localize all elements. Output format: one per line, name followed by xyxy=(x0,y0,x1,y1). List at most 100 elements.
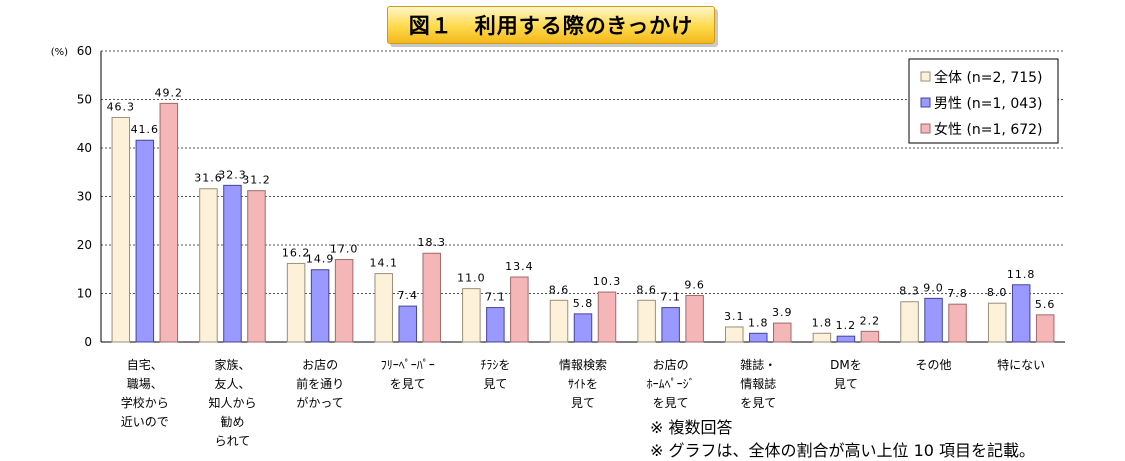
y-axis-unit: (%) xyxy=(51,47,68,58)
data-label: 5.6 xyxy=(1035,298,1056,311)
bar xyxy=(637,299,656,343)
y-tick-label: 0 xyxy=(84,335,92,349)
category-label: 知人から xyxy=(208,396,256,410)
category-label: 自宅、 xyxy=(127,357,163,372)
bar xyxy=(573,313,593,343)
category-label: がかって xyxy=(296,395,343,410)
y-tick-label: 60 xyxy=(77,44,92,58)
category-label: 学校から xyxy=(121,395,169,410)
bar xyxy=(286,262,306,343)
data-label: 1.8 xyxy=(748,316,769,329)
bar xyxy=(199,188,218,343)
y-tick-label: 40 xyxy=(77,141,92,155)
bar xyxy=(948,303,967,343)
bar xyxy=(725,326,744,343)
legend-swatch xyxy=(920,71,931,82)
data-label: 3.9 xyxy=(772,306,793,319)
data-label: 5.8 xyxy=(573,297,594,310)
data-label: 8.6 xyxy=(549,283,570,296)
category-label: 情報検索 xyxy=(559,358,607,372)
y-tick-label: 30 xyxy=(77,190,92,204)
bar xyxy=(486,307,505,343)
data-label: 8.0 xyxy=(987,286,1008,299)
legend-label: 男性 (n=1, 043) xyxy=(934,96,1043,112)
bar xyxy=(310,269,330,343)
category-label: 前を通り xyxy=(296,376,344,391)
category-label: お店の xyxy=(302,358,338,372)
bar xyxy=(812,332,832,343)
category-label: ﾁﾗｼを xyxy=(480,358,510,372)
data-label: 16.2 xyxy=(282,246,311,259)
legend-box xyxy=(908,58,1059,144)
data-label: 31.2 xyxy=(242,174,271,187)
y-tick-label: 20 xyxy=(77,238,92,252)
data-label: 31.6 xyxy=(194,172,223,185)
data-label: 7.4 xyxy=(397,289,418,302)
data-label: 7.1 xyxy=(485,291,506,304)
category-label: を見て xyxy=(390,377,426,391)
data-label: 10.3 xyxy=(593,275,622,288)
category-label: DMを xyxy=(830,358,862,372)
bar xyxy=(987,302,1007,343)
legend-label: 女性 (n=1, 672) xyxy=(934,121,1043,138)
category-label: 職場、 xyxy=(127,377,163,391)
category-label: 近いので xyxy=(121,415,169,429)
data-label: 7.8 xyxy=(947,287,968,300)
bar xyxy=(597,291,617,343)
data-label: 14.1 xyxy=(369,257,398,270)
data-label: 1.8 xyxy=(812,316,833,329)
bar xyxy=(510,276,529,343)
data-label: 3.1 xyxy=(724,310,745,323)
category-label: 特にない xyxy=(997,357,1045,372)
bar xyxy=(900,301,919,343)
category-label: 見て xyxy=(834,377,858,391)
y-tick-label: 10 xyxy=(77,287,92,301)
category-label: 見て xyxy=(483,377,507,391)
data-label: 17.0 xyxy=(330,243,359,256)
legend-swatch xyxy=(920,123,931,134)
bar xyxy=(860,330,880,343)
category-label: ﾌﾘｰﾍﾟｰﾊﾟｰ xyxy=(381,358,435,372)
data-label: 1.2 xyxy=(836,319,857,332)
bar xyxy=(549,299,569,343)
category-label: 友人、 xyxy=(214,377,250,391)
data-label: 11.0 xyxy=(457,272,486,285)
category-label: ｻｲﾄを xyxy=(568,377,598,391)
category-label: 勧め xyxy=(220,415,244,429)
bar xyxy=(1011,284,1031,343)
category-label: 家族、 xyxy=(214,357,250,372)
bar xyxy=(685,294,704,343)
category-label: られて xyxy=(215,434,251,448)
category-label: ﾎｰﾑﾍﾟｰｼﾞ xyxy=(647,377,695,391)
data-label: 14.9 xyxy=(306,253,335,266)
bar xyxy=(111,116,131,343)
bar xyxy=(836,335,856,343)
legend-swatch xyxy=(920,97,931,108)
y-tick-label: 50 xyxy=(77,93,92,107)
chart-title: 図１ 利用する際のきっかけ xyxy=(387,6,715,44)
bar xyxy=(462,288,481,343)
legend-label: 全体 (n=2, 715) xyxy=(934,69,1043,86)
bar xyxy=(223,184,242,343)
data-label: 8.6 xyxy=(636,283,657,296)
data-label: 18.3 xyxy=(417,236,446,249)
data-label: 7.1 xyxy=(660,291,681,304)
bar xyxy=(374,273,393,343)
data-label: 11.8 xyxy=(1007,268,1036,281)
note-multiple-answers: ※ 複数回答 xyxy=(650,418,733,437)
bar xyxy=(422,252,441,343)
bar xyxy=(159,102,179,343)
bar xyxy=(749,332,768,343)
bar xyxy=(661,307,680,343)
data-label: 9.6 xyxy=(684,278,705,291)
data-label: 2.2 xyxy=(860,314,881,327)
data-label: 32.3 xyxy=(218,168,247,181)
bar xyxy=(247,190,266,343)
note-top-ten: ※ グラフは、全体の割合が高い上位 10 項目を記載。 xyxy=(650,441,1036,460)
category-label: 見て xyxy=(571,396,595,410)
data-label: 8.3 xyxy=(899,285,920,298)
data-label: 9.0 xyxy=(923,281,944,294)
category-label: を見て xyxy=(740,396,776,410)
category-label: その他 xyxy=(916,358,952,372)
